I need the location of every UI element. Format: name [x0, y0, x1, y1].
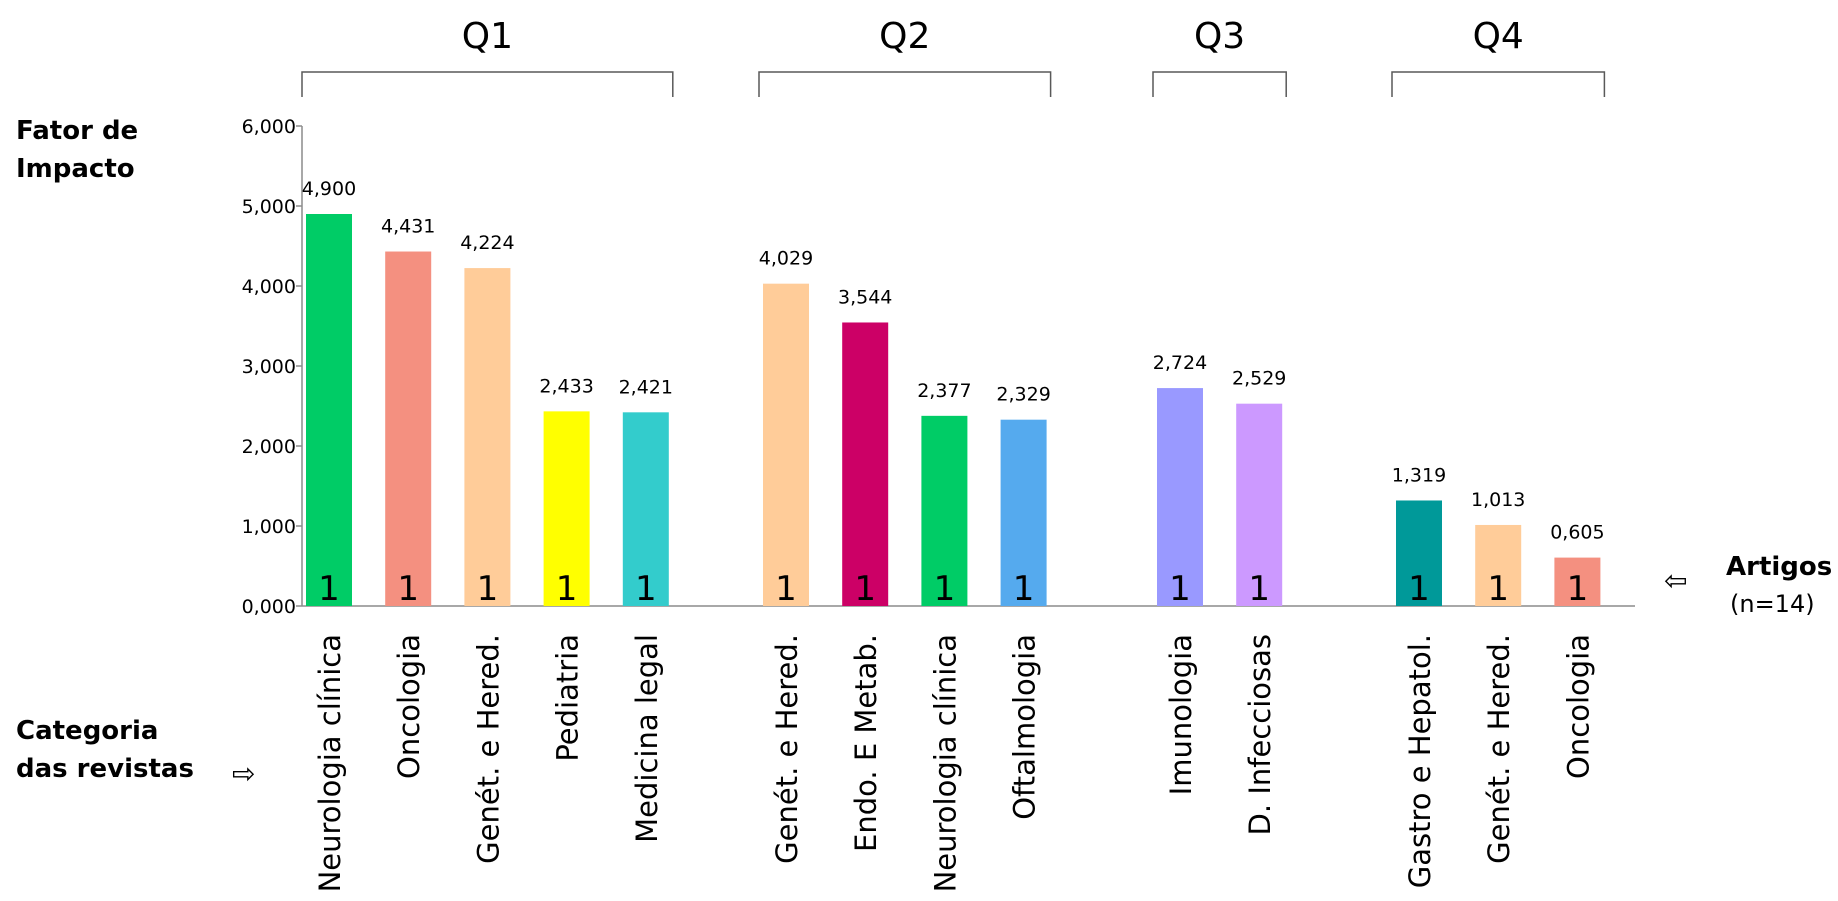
category-label: Imunologia	[1164, 634, 1198, 795]
bar-value-label: 2,529	[1232, 368, 1286, 390]
bar	[1475, 524, 1522, 606]
category-label: Pediatria	[551, 634, 585, 762]
artigos-count-label: 1	[854, 569, 876, 609]
artigos-count-label: 1	[1169, 569, 1191, 609]
y-axis-title: Fator de Impacto	[16, 112, 138, 188]
bar-value-label: 2,421	[619, 376, 673, 398]
artigos-count-label: 1	[1567, 569, 1589, 609]
x-axis-title-line1: Categoria	[16, 716, 159, 746]
bar	[385, 251, 432, 606]
y-tick-label: 2,000	[242, 436, 296, 458]
artigos-count-label: 1	[635, 569, 657, 609]
y-tick-label: 0,000	[242, 596, 296, 618]
quartile-bracket	[1391, 71, 1606, 97]
category-label: Medicina legal	[630, 634, 664, 843]
bar-value-label: 4,431	[381, 216, 435, 238]
category-label: Neurologia clínica	[928, 634, 962, 892]
bar	[763, 283, 809, 606]
artigos-count: (n=14)	[1730, 590, 1815, 618]
category-label: Neurologia clínica	[313, 634, 347, 892]
quartile-bracket	[758, 71, 1052, 97]
quartile-bracket	[301, 71, 674, 97]
bar-value-label: 4,900	[302, 178, 356, 200]
bar	[921, 415, 968, 606]
bar-value-label: 1,013	[1471, 489, 1525, 511]
y-tick-label: 6,000	[242, 116, 296, 138]
bar	[1396, 500, 1442, 606]
bar-value-label: 3,544	[838, 286, 892, 308]
category-label: Oncologia	[392, 634, 426, 779]
category-label: Genét. e Hered.	[471, 634, 505, 864]
quartile-label: Q1	[462, 16, 513, 57]
x-axis-title: Categoria das revistas	[16, 712, 194, 788]
category-label: Oftalmologia	[1008, 634, 1042, 820]
artigos-count-label: 1	[477, 569, 499, 609]
bar	[306, 214, 352, 606]
bar	[464, 268, 511, 606]
category-label: D. Infecciosas	[1243, 634, 1277, 835]
category-label: Oncologia	[1561, 634, 1595, 779]
bar-value-label: 1,319	[1392, 464, 1446, 486]
artigos-title: Artigos	[1726, 552, 1833, 582]
artigos-count-label: 1	[556, 569, 578, 609]
bar-value-label: 0,605	[1550, 522, 1604, 544]
y-tick-label: 1,000	[242, 516, 296, 538]
y-axis-title-line1: Fator de	[16, 116, 139, 146]
artigos-count-label: 1	[1408, 569, 1430, 609]
artigos-count-label: 1	[1013, 569, 1035, 609]
bar	[1157, 388, 1203, 606]
artigos-count-label: 1	[397, 569, 419, 609]
category-arrow-icon: ⇨	[232, 757, 256, 790]
y-axis-title-line2: Impacto	[16, 154, 135, 184]
category-label: Endo. E Metab.	[849, 634, 883, 852]
quartile-bracket	[1152, 71, 1287, 97]
bar	[1000, 419, 1047, 606]
artigos-count-label: 1	[934, 569, 956, 609]
bar	[1236, 403, 1283, 606]
quartile-label: Q2	[879, 16, 930, 57]
y-tick-label: 4,000	[242, 276, 296, 298]
category-label: Genét. e Hered.	[1482, 634, 1516, 864]
bar-value-label: 2,724	[1153, 352, 1207, 374]
artigos-count-label: 1	[1248, 569, 1270, 609]
quartile-label: Q4	[1473, 16, 1524, 57]
quartile-label: Q3	[1194, 16, 1245, 57]
x-axis-title-line2: das revistas	[16, 754, 194, 784]
category-label: Genét. e Hered.	[770, 634, 804, 864]
artigos-count-label: 1	[318, 569, 340, 609]
bar-value-label: 4,224	[460, 232, 514, 254]
bar-value-label: 2,433	[539, 375, 593, 397]
category-label: Gastro e Hepatol.	[1403, 634, 1437, 888]
bar-value-label: 4,029	[759, 248, 813, 270]
bar	[622, 412, 669, 606]
artigos-count-label: 1	[775, 569, 797, 609]
artigos-count-label: 1	[1487, 569, 1509, 609]
y-tick-label: 3,000	[242, 356, 296, 378]
bar-value-label: 2,377	[917, 380, 971, 402]
bar	[1554, 557, 1601, 606]
bar-value-label: 2,329	[996, 384, 1050, 406]
y-tick-label: 5,000	[242, 196, 296, 218]
bar	[842, 322, 889, 606]
artigos-arrow-icon: ⇦	[1664, 564, 1688, 597]
bar	[543, 411, 590, 606]
